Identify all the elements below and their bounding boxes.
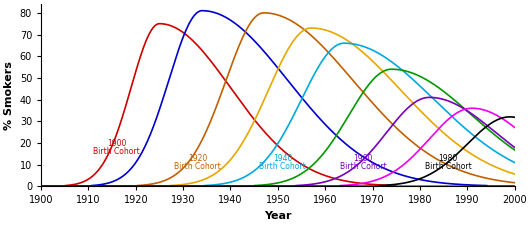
Text: Birth Cohort: Birth Cohort	[425, 162, 472, 171]
Text: 1980: 1980	[439, 155, 458, 164]
Text: Birth Cohort: Birth Cohort	[340, 162, 387, 171]
Text: Birth Cohort: Birth Cohort	[93, 147, 140, 156]
Y-axis label: % Smokers: % Smokers	[4, 61, 14, 130]
Text: Birth Cohort: Birth Cohort	[259, 162, 306, 171]
Text: 1920: 1920	[188, 155, 207, 164]
Text: 1900: 1900	[107, 139, 126, 148]
Text: Birth Cohort: Birth Cohort	[174, 162, 221, 171]
Text: 1960: 1960	[353, 155, 373, 164]
Text: 1940: 1940	[273, 155, 292, 164]
X-axis label: Year: Year	[264, 211, 292, 221]
